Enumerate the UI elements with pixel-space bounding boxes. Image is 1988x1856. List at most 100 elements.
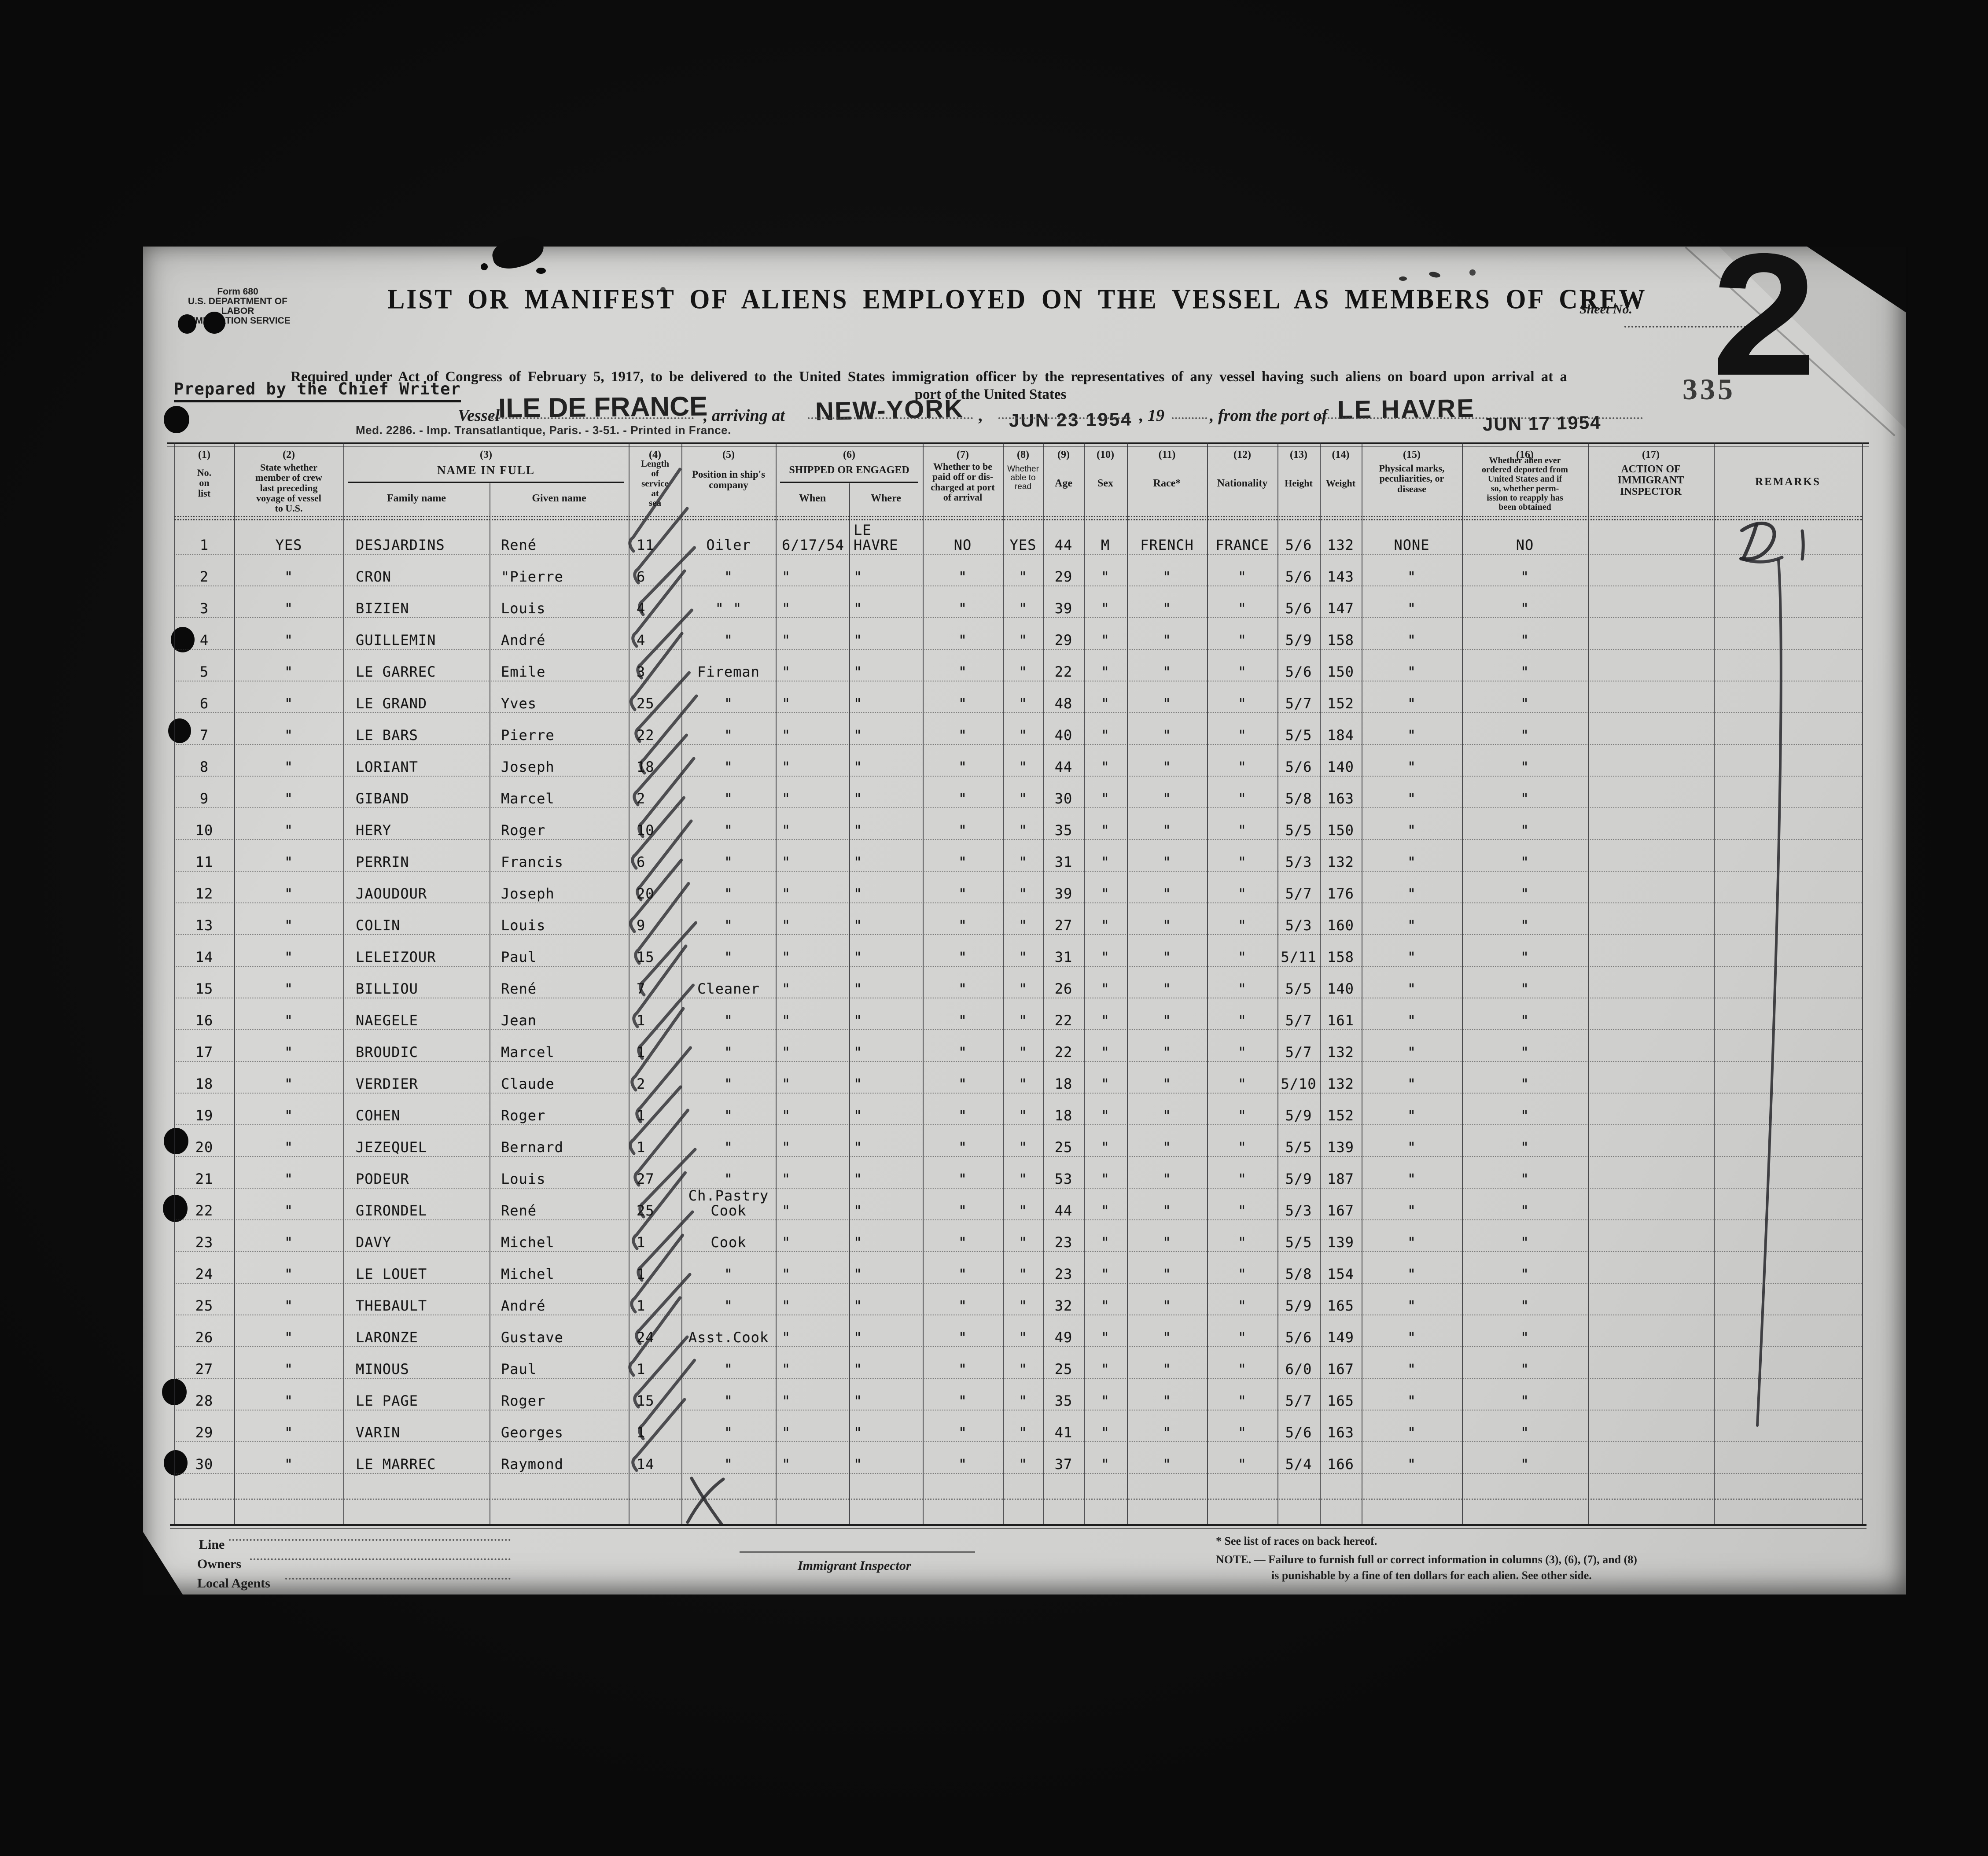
cell-race: " (1162, 1392, 1172, 1409)
ink-speck (481, 263, 488, 270)
cell-no: 11 (195, 854, 214, 870)
cell-shipped_where: " (854, 568, 863, 585)
cell-no: 3 (199, 600, 209, 617)
cell-length_of_service: 1 (637, 1361, 646, 1377)
cell-race: " (1162, 663, 1172, 680)
cell-ever_deported: " (1520, 885, 1530, 902)
cell-nationality: " (1237, 1012, 1247, 1029)
cell-shipped_when: " (782, 1107, 791, 1124)
races-note: * See list of races on back hereof. (1216, 1535, 1377, 1547)
cell-weight: 187 (1327, 1171, 1354, 1187)
cell-able_to_read: " (1018, 854, 1028, 870)
cell-shipped_when: " (782, 949, 791, 965)
cell-shipped_where: " (854, 822, 863, 839)
cell-weight: 161 (1327, 1012, 1354, 1029)
cell-physical_marks: " (1407, 1424, 1417, 1441)
cell-position: " (724, 1171, 733, 1187)
cell-paid_off: " (958, 1044, 968, 1061)
cell-crew_prior_voyage: " (284, 759, 294, 775)
table-vertical-rule (1084, 442, 1085, 1524)
cell-no: 8 (199, 759, 209, 775)
cell-shipped_where: LE HAVRE (854, 522, 898, 553)
cell-ever_deported: " (1520, 1139, 1530, 1156)
cell-crew_prior_voyage: " (284, 727, 294, 744)
cell-sex: " (1101, 1456, 1110, 1473)
cell-length_of_service: 1 (637, 1266, 646, 1282)
cell-physical_marks: " (1407, 1297, 1417, 1314)
cell-nationality: " (1237, 1075, 1247, 1092)
cell-sex: " (1101, 1171, 1110, 1187)
cell-weight: 163 (1327, 790, 1354, 807)
table-row: 24 " LE LOUET Michel 1 " " " " " 23 " " " 5/8 154 " " (174, 1251, 1862, 1284)
table-row: 7 " LE BARS Pierre 22 " " " " " 40 " " " 5/5 184 " " (174, 712, 1862, 745)
cell-given_name: Joseph (501, 759, 555, 775)
cell-family_name: COLIN (356, 917, 401, 934)
cell-age: 30 (1054, 790, 1073, 807)
cell-able_to_read: " (1018, 759, 1028, 775)
cell-paid_off: " (958, 949, 968, 965)
cell-shipped_where: " (854, 1361, 863, 1377)
cell-shipped_where: " (854, 1297, 863, 1314)
column-number-label: (16) (1516, 449, 1534, 460)
table-vertical-rule (1320, 442, 1321, 1524)
cell-race: " (1162, 759, 1172, 775)
cell-no: 15 (195, 980, 214, 997)
cell-no: 4 (199, 632, 209, 648)
cell-crew_prior_voyage: " (284, 632, 294, 648)
cell-given_name: Jean (501, 1012, 537, 1029)
cell-height: 5/8 (1285, 1266, 1312, 1282)
column-number-label: (13) (1290, 449, 1307, 460)
cell-age: 22 (1054, 663, 1073, 680)
cell-able_to_read: " (1018, 949, 1028, 965)
cell-sex: " (1101, 1297, 1110, 1314)
cell-physical_marks: " (1407, 822, 1417, 839)
cell-race: " (1162, 885, 1172, 902)
cell-ever_deported: " (1520, 1171, 1530, 1187)
table-vertical-rule (1277, 442, 1278, 1524)
cell-position: " (724, 790, 733, 807)
cell-length_of_service: 1 (637, 1424, 646, 1441)
cell-shipped_where: " (854, 1424, 863, 1441)
cell-shipped_where: " (854, 854, 863, 870)
cell-sex: " (1101, 1234, 1110, 1251)
cell-no: 19 (195, 1107, 214, 1124)
cell-weight: 166 (1327, 1456, 1354, 1473)
cell-given_name: Michel (501, 1234, 555, 1251)
cell-race: " (1162, 854, 1172, 870)
cell-paid_off: " (958, 1107, 968, 1124)
cell-able_to_read: " (1018, 727, 1028, 744)
table-vertical-rule (629, 442, 630, 1524)
cell-no: 1 (199, 537, 209, 553)
cell-shipped_when: " (782, 790, 791, 807)
cell-paid_off: " (958, 1456, 968, 1473)
cell-shipped_where: " (854, 695, 863, 712)
cell-position: Ch.Pastry Cook (688, 1187, 769, 1219)
cell-nationality: " (1237, 917, 1247, 934)
cell-height: 5/6 (1285, 537, 1312, 553)
cell-physical_marks: " (1407, 1012, 1417, 1029)
cell-shipped_where: " (854, 1234, 863, 1251)
cell-length_of_service: 6 (637, 854, 646, 870)
cell-able_to_read: " (1018, 885, 1028, 902)
table-vertical-rule (1127, 442, 1128, 1524)
cell-nationality: " (1237, 1392, 1247, 1409)
cell-sex: " (1101, 1361, 1110, 1377)
cell-crew_prior_voyage: " (284, 917, 294, 934)
cell-given_name: Roger (501, 1392, 546, 1409)
cell-shipped_where: " (854, 1202, 863, 1219)
cell-family_name: GIBAND (356, 790, 409, 807)
column-header-remarks: REMARKS (1755, 476, 1821, 488)
table-row: 10 " HERY Roger 10 " " " " " 35 " " " 5/5 150 " " (174, 807, 1862, 840)
cell-given_name: René (501, 1202, 537, 1219)
cell-physical_marks: " (1407, 885, 1417, 902)
cell-ever_deported: " (1520, 1266, 1530, 1282)
table-vertical-rule (923, 442, 924, 1524)
cell-able_to_read: " (1018, 1297, 1028, 1314)
cell-age: 35 (1054, 1392, 1073, 1409)
cell-weight: 163 (1327, 1424, 1354, 1441)
cell-height: 5/7 (1285, 885, 1312, 902)
table-vertical-rule (174, 442, 175, 1524)
cell-height: 5/7 (1285, 1392, 1312, 1409)
cell-position: " (724, 822, 733, 839)
cell-able_to_read: " (1018, 822, 1028, 839)
